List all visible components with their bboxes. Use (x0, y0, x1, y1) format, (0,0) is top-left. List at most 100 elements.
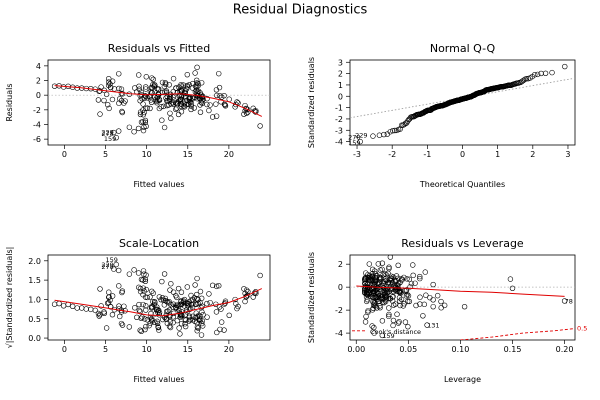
data-point (167, 324, 174, 331)
cooks-distance-line (460, 328, 575, 340)
y-tick-label: 2 (338, 260, 343, 269)
data-point (113, 261, 119, 268)
data-point (117, 96, 123, 102)
data-point (234, 99, 240, 105)
data-point (140, 101, 146, 107)
data-point (392, 127, 398, 134)
data-point (369, 323, 375, 329)
data-point (69, 303, 76, 310)
data-point (372, 288, 378, 294)
data-point (244, 106, 251, 113)
data-point (209, 114, 216, 120)
y-tick-label: 1 (338, 81, 343, 90)
data-point (218, 94, 225, 100)
data-point (136, 307, 143, 314)
data-point (382, 286, 388, 292)
data-point (161, 302, 168, 308)
data-point (168, 115, 174, 122)
x-tick-label: 0 (62, 150, 67, 159)
data-point (542, 70, 549, 77)
data-point (241, 111, 247, 117)
x-tick-label: 0.20 (556, 345, 574, 354)
data-point (461, 303, 468, 310)
data-point (209, 282, 216, 289)
data-point (408, 280, 415, 287)
data-point (204, 314, 210, 320)
x-tick-label: 5 (103, 150, 108, 159)
data-point (151, 83, 157, 90)
data-point (111, 129, 117, 136)
data-point (417, 273, 423, 280)
data-point (119, 289, 125, 296)
point-label: 159 (348, 139, 360, 147)
x-tick-label: 2 (530, 150, 535, 159)
data-point (395, 280, 402, 287)
y-tick-label: -2 (335, 306, 343, 315)
data-point (147, 294, 153, 300)
y-tick-label: 2 (36, 77, 41, 86)
data-point (253, 289, 259, 295)
y-tick-label: -2 (335, 115, 343, 124)
data-point (189, 96, 196, 102)
data-point (142, 316, 148, 322)
y-tick-label: -6 (33, 135, 41, 144)
data-point (207, 102, 213, 108)
data-point (156, 96, 163, 103)
y-tick-label: 1.5 (28, 276, 41, 285)
data-point (386, 305, 392, 311)
data-point (441, 302, 448, 309)
data-point (192, 314, 199, 321)
data-point (371, 281, 378, 287)
data-point (142, 119, 149, 126)
data-point (116, 267, 122, 274)
data-point (149, 288, 155, 295)
data-point (178, 298, 184, 305)
data-point (222, 102, 228, 108)
y-tick-label: 2 (338, 70, 343, 79)
point-label: 229 (101, 128, 113, 136)
data-point (140, 118, 146, 125)
data-point (391, 283, 397, 289)
x-tick-label: 0 (460, 150, 465, 159)
data-point (381, 299, 387, 306)
data-point (213, 87, 220, 93)
x-tick-label: 0.05 (399, 345, 417, 354)
data-point (118, 309, 125, 315)
data-point (422, 269, 428, 275)
data-point (121, 100, 127, 106)
data-point (116, 71, 122, 77)
data-point (538, 70, 544, 77)
data-point (142, 276, 149, 282)
data-point (194, 275, 200, 282)
data-point (206, 107, 212, 114)
data-point (404, 276, 410, 282)
x-axis-label: Fitted values (133, 180, 184, 189)
x-tick-label: 15 (183, 345, 193, 354)
data-point (376, 291, 382, 297)
data-point (106, 79, 112, 85)
data-point (561, 298, 568, 304)
data-point (111, 266, 117, 272)
data-point (161, 124, 168, 131)
data-point (362, 274, 369, 281)
data-point (214, 329, 220, 336)
x-tick-label: 5 (103, 345, 108, 354)
data-point (164, 320, 171, 327)
data-point (126, 124, 133, 130)
data-point (152, 311, 159, 317)
data-point (405, 298, 411, 305)
data-point (137, 288, 144, 295)
data-point (406, 298, 413, 305)
x-tick-label: 20 (224, 150, 234, 159)
data-point (167, 94, 174, 100)
data-point (155, 324, 162, 331)
data-point (143, 307, 149, 313)
data-point (51, 301, 58, 307)
data-point (159, 278, 165, 285)
panel-qq: Normal Q-Q -3 -2 -1 0 1 2 3 -4 -3 -2 -1 0 1 2 3 Theoreti… (307, 42, 576, 189)
cooks-value-label: 0.5 (577, 325, 587, 333)
data-point (126, 324, 133, 330)
data-point (370, 133, 376, 139)
data-point (106, 105, 112, 112)
panel-title: Normal Q-Q (430, 42, 496, 55)
